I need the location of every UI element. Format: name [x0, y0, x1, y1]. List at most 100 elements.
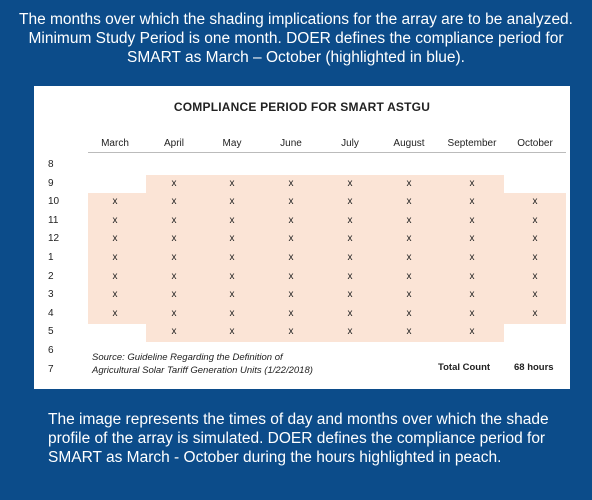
compliance-mark: x — [469, 270, 475, 282]
compliance-shade — [88, 286, 566, 306]
compliance-mark: x — [171, 289, 177, 301]
compliance-mark: x — [532, 270, 538, 282]
month-header: October — [517, 138, 553, 149]
compliance-mark: x — [112, 252, 118, 263]
compliance-mark: x — [347, 326, 353, 338]
month-header: July — [341, 138, 359, 149]
hour-label: 2 — [48, 270, 54, 282]
compliance-mark: x — [288, 252, 294, 263]
chart-title: COMPLIANCE PERIOD FOR SMART ASTGU — [173, 100, 431, 114]
month-header: May — [222, 138, 242, 149]
hour-label: 1 — [48, 252, 54, 263]
compliance-mark: x — [229, 177, 235, 189]
chart-panel: COMPLIANCE PERIOD FOR SMART ASTGU March A… — [34, 86, 570, 389]
compliance-mark: x — [229, 270, 235, 282]
compliance-mark: x — [406, 177, 412, 189]
compliance-mark: x — [229, 307, 235, 319]
source-line-1: Source: Guideline Regarding the Definiti… — [92, 352, 283, 363]
compliance-shade — [88, 304, 566, 324]
compliance-mark: x — [469, 233, 475, 245]
compliance-mark: x — [171, 326, 177, 338]
month-header: August — [393, 138, 425, 149]
compliance-mark: x — [469, 307, 475, 319]
compliance-mark: x — [469, 177, 475, 189]
compliance-mark: x — [112, 307, 118, 319]
hour-label: 5 — [48, 326, 54, 338]
compliance-mark: x — [532, 289, 538, 301]
compliance-mark: x — [347, 233, 353, 245]
compliance-mark: x — [171, 233, 177, 245]
compliance-mark: x — [171, 270, 177, 282]
header-divider — [88, 152, 566, 153]
compliance-mark: x — [532, 307, 538, 319]
compliance-mark: x — [112, 270, 118, 282]
compliance-mark: x — [112, 289, 118, 301]
compliance-mark: x — [229, 252, 235, 263]
compliance-mark: x — [112, 196, 118, 208]
compliance-mark: x — [347, 196, 353, 208]
hour-label: 8 — [48, 159, 54, 170]
compliance-mark: x — [347, 270, 353, 282]
compliance-shade — [146, 174, 504, 194]
compliance-mark: x — [406, 307, 412, 319]
compliance-shade — [146, 323, 504, 343]
compliance-mark: x — [288, 326, 294, 338]
compliance-shade — [88, 193, 566, 213]
compliance-mark: x — [347, 214, 353, 226]
month-header: March — [101, 138, 129, 149]
hour-label: 3 — [48, 289, 54, 301]
compliance-mark: x — [406, 214, 412, 226]
compliance-mark: x — [406, 326, 412, 338]
month-header: September — [447, 138, 497, 149]
compliance-mark: x — [532, 252, 538, 263]
compliance-mark: x — [229, 214, 235, 226]
compliance-shade — [88, 211, 566, 231]
hour-label: 9 — [48, 177, 54, 189]
compliance-mark: x — [229, 326, 235, 338]
compliance-mark: x — [288, 214, 294, 226]
compliance-mark: x — [288, 307, 294, 319]
hour-label: 7 — [48, 363, 54, 375]
hour-label: 12 — [48, 233, 60, 245]
total-count-label: Total Count — [438, 362, 491, 373]
source-note: Source: Guideline Regarding the Definiti… — [92, 351, 352, 377]
compliance-mark: x — [469, 252, 475, 263]
compliance-mark: x — [171, 177, 177, 189]
compliance-mark: x — [406, 196, 412, 208]
compliance-mark: x — [229, 289, 235, 301]
compliance-mark: x — [288, 177, 294, 189]
month-header: April — [163, 138, 184, 149]
total-count-value: 68 hours — [514, 362, 554, 373]
compliance-mark: x — [469, 326, 475, 338]
compliance-shade — [88, 267, 566, 287]
compliance-mark: x — [288, 270, 294, 282]
hour-label: 6 — [48, 345, 54, 356]
compliance-mark: x — [112, 214, 118, 226]
compliance-mark: x — [171, 307, 177, 319]
hour-label: 4 — [48, 307, 54, 319]
compliance-mark: x — [469, 214, 475, 226]
compliance-mark: x — [406, 252, 412, 263]
compliance-mark: x — [347, 289, 353, 301]
compliance-mark: x — [288, 196, 294, 208]
compliance-shade — [88, 249, 566, 269]
bottom-caption: The image represents the times of day an… — [48, 411, 549, 466]
compliance-mark: x — [171, 196, 177, 208]
compliance-mark: x — [288, 289, 294, 301]
compliance-mark: x — [112, 233, 118, 245]
compliance-mark: x — [406, 270, 412, 282]
compliance-mark: x — [406, 289, 412, 301]
compliance-mark: x — [406, 233, 412, 245]
compliance-mark: x — [347, 307, 353, 319]
compliance-mark: x — [288, 233, 294, 245]
source-line-2: Agricultural Solar Tariff Generation Uni… — [92, 365, 313, 376]
compliance-mark: x — [469, 289, 475, 301]
compliance-mark: x — [171, 214, 177, 226]
compliance-mark: x — [229, 233, 235, 245]
compliance-mark: x — [347, 177, 353, 189]
compliance-mark: x — [469, 196, 475, 208]
compliance-mark: x — [532, 233, 538, 245]
month-header: June — [280, 138, 302, 149]
compliance-mark: x — [171, 252, 177, 263]
compliance-mark: x — [229, 196, 235, 208]
